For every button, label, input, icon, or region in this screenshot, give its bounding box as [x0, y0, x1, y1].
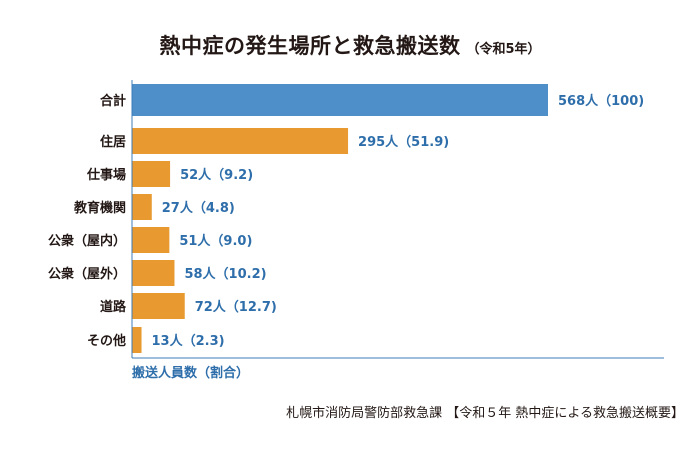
bar-2 [132, 161, 171, 187]
bar-4 [132, 227, 170, 253]
x-axis-title: 搬送人員数（割合） [132, 365, 249, 381]
data-label-2: 52人（9.2) [180, 167, 253, 183]
category-label-2: 仕事場 [86, 167, 126, 183]
source-note: 札幌市消防局警防部救急課 【令和５年 熱中症による救急搬送概要】 [286, 406, 684, 421]
category-label-3: 教育機関 [73, 200, 126, 216]
data-label-1: 295人（51.9) [358, 134, 449, 150]
data-label-7: 13人（2.3) [152, 333, 225, 349]
category-label-4: 公衆（屋内） [48, 233, 126, 249]
category-label-1: 住居 [100, 134, 126, 150]
bar-5 [132, 260, 175, 286]
chart-subtitle: （令和5年） [466, 42, 541, 57]
data-label-5: 58人（10.2) [184, 266, 266, 282]
bar-3 [132, 194, 152, 220]
bar-7 [132, 327, 142, 353]
chart-title: 熱中症の発生場所と救急搬送数 [159, 34, 461, 58]
category-label-6: 道路 [100, 299, 127, 315]
category-label-7: その他 [87, 333, 126, 349]
bar-1 [132, 128, 349, 154]
category-label-5: 公衆（屋外） [48, 266, 126, 282]
bar-0 [132, 84, 548, 116]
chart-title-block: 熱中症の発生場所と救急搬送数 （令和5年） [0, 30, 700, 60]
data-label-4: 51人（9.0) [179, 233, 252, 249]
bar-6 [132, 293, 185, 319]
data-label-6: 72人（12.7) [195, 299, 277, 315]
data-label-3: 27人（4.8) [162, 200, 235, 216]
data-label-0: 568人（100) [558, 93, 644, 109]
category-label-0: 合計 [100, 93, 126, 109]
